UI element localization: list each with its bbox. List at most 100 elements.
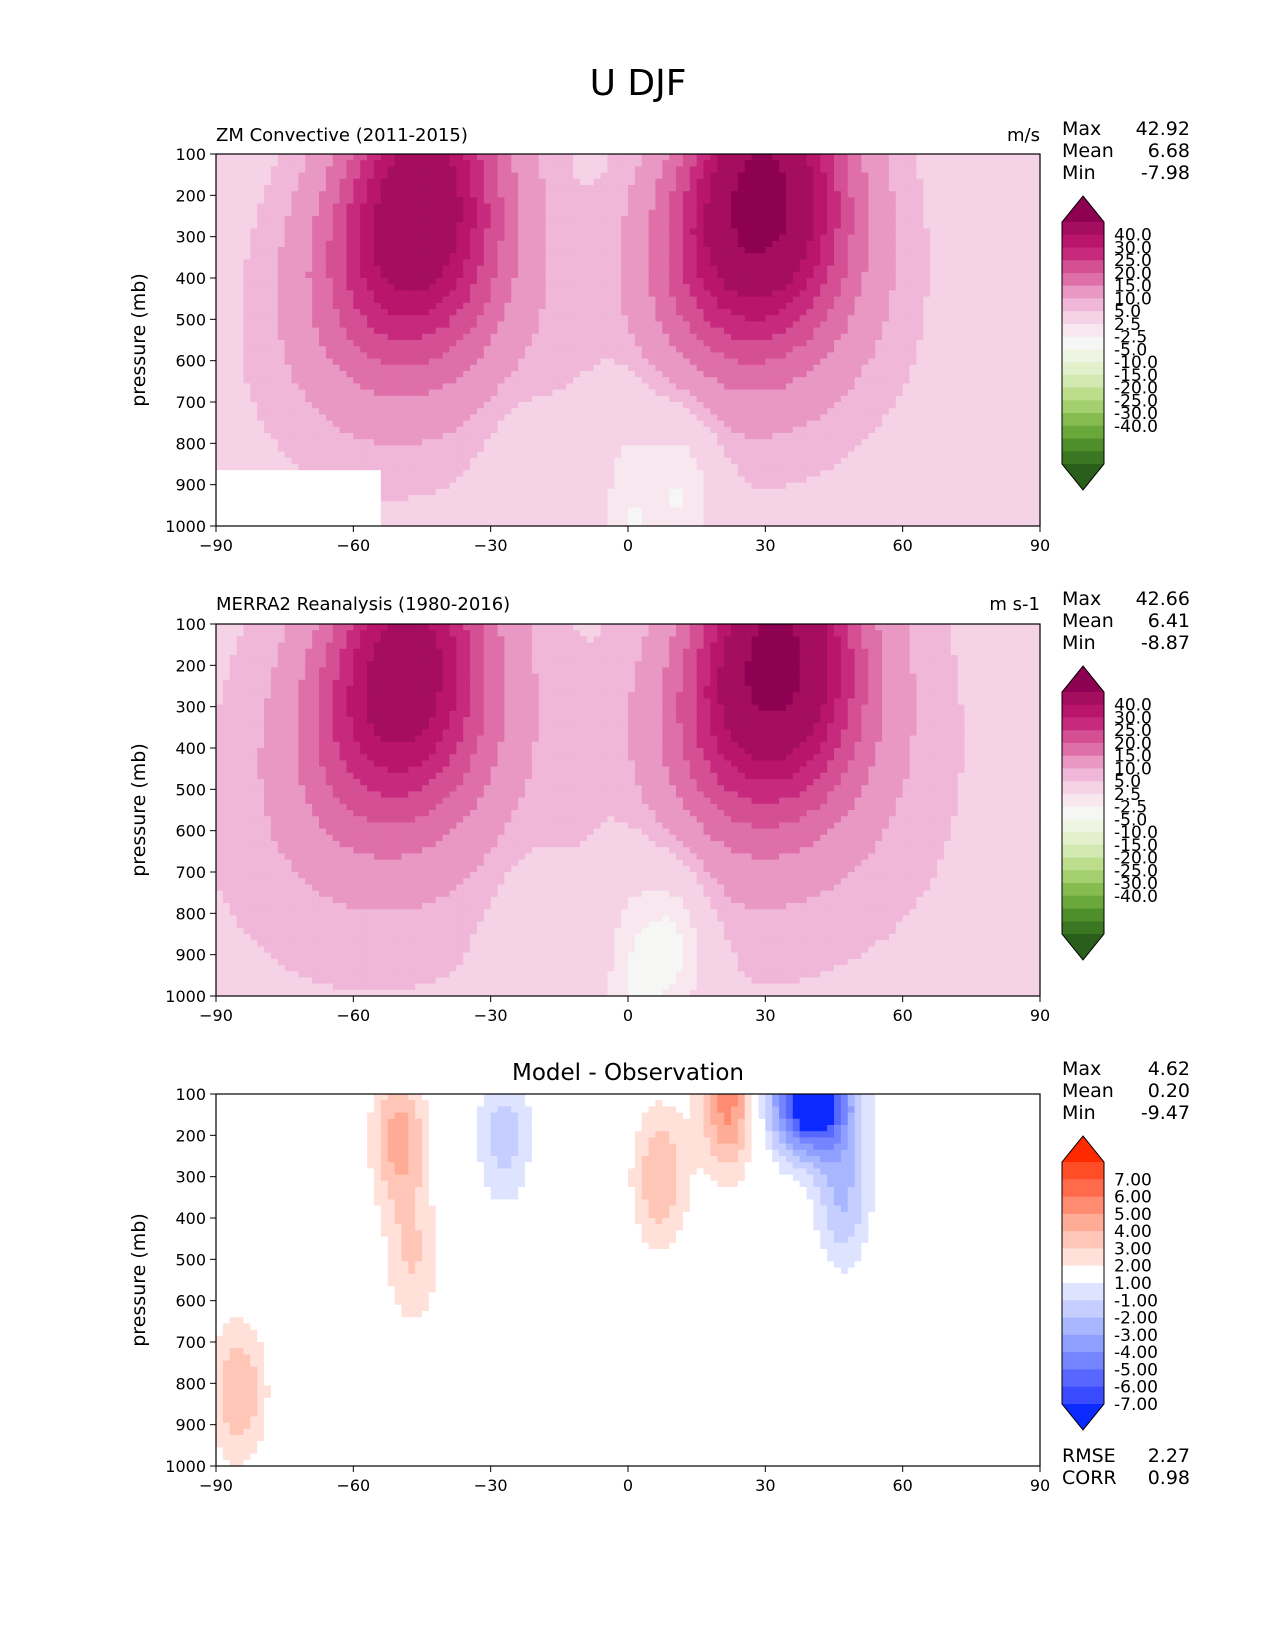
heatmap-cell bbox=[648, 191, 657, 198]
heatmap-cell bbox=[628, 172, 636, 180]
heatmap-cell bbox=[593, 389, 602, 397]
heatmap-cell bbox=[367, 265, 375, 273]
heatmap-cell bbox=[895, 240, 904, 248]
heatmap-cell bbox=[1012, 284, 1020, 291]
heatmap-cell bbox=[985, 191, 993, 198]
heatmap-cell bbox=[785, 197, 794, 205]
heatmap-cell bbox=[387, 253, 396, 260]
heatmap-cell bbox=[696, 209, 705, 217]
heatmap-cell bbox=[552, 389, 560, 397]
heatmap-cell bbox=[476, 265, 485, 273]
heatmap-cell bbox=[367, 240, 375, 248]
heatmap-cell bbox=[387, 209, 396, 217]
heatmap-cell bbox=[408, 290, 416, 298]
heatmap-cell bbox=[236, 352, 245, 360]
heatmap-cell bbox=[525, 364, 533, 372]
heatmap-cell bbox=[222, 209, 231, 217]
heatmap-cell bbox=[1005, 296, 1014, 304]
heatmap-cell bbox=[971, 209, 979, 217]
heatmap-cell bbox=[607, 358, 615, 366]
heatmap-cell bbox=[998, 296, 1007, 304]
heatmap-cell bbox=[682, 278, 691, 285]
heatmap-cell bbox=[264, 302, 272, 310]
heatmap-cell bbox=[943, 278, 952, 285]
heatmap-cell bbox=[346, 389, 354, 397]
heatmap-cell bbox=[614, 172, 622, 180]
heatmap-cell bbox=[868, 271, 876, 279]
heatmap-cell bbox=[476, 352, 485, 360]
heatmap-cell bbox=[456, 203, 464, 211]
heatmap-cell bbox=[985, 352, 993, 360]
heatmap-cell bbox=[662, 402, 670, 409]
heatmap-cell bbox=[538, 247, 547, 254]
heatmap-cell bbox=[978, 358, 986, 366]
heatmap-cell bbox=[435, 191, 444, 198]
heatmap-cell bbox=[861, 296, 869, 304]
heatmap-cell bbox=[909, 364, 917, 372]
heatmap-cell bbox=[428, 377, 437, 384]
heatmap-cell bbox=[662, 309, 670, 316]
heatmap-cell bbox=[868, 315, 876, 322]
heatmap-cell bbox=[813, 346, 821, 353]
heatmap-cell bbox=[593, 309, 602, 316]
heatmap-cell bbox=[1026, 191, 1034, 198]
heatmap-cell bbox=[305, 271, 313, 279]
heatmap-cell bbox=[991, 284, 1000, 291]
heatmap-cell bbox=[813, 240, 821, 248]
heatmap-cell bbox=[579, 222, 588, 229]
heatmap-cell bbox=[525, 377, 533, 384]
heatmap-cell bbox=[827, 333, 835, 341]
heatmap-cell bbox=[1005, 327, 1014, 335]
heatmap-cell bbox=[277, 197, 286, 205]
heatmap-cell bbox=[463, 309, 471, 316]
heatmap-cell bbox=[799, 228, 808, 236]
heatmap-cell bbox=[1005, 284, 1014, 291]
heatmap-cell bbox=[985, 371, 993, 378]
heatmap-cell bbox=[744, 160, 753, 167]
heatmap-cell bbox=[284, 185, 293, 192]
heatmap-cell bbox=[662, 408, 670, 415]
heatmap-cell bbox=[332, 166, 341, 174]
heatmap-cell bbox=[525, 222, 533, 229]
heatmap-cell bbox=[648, 178, 657, 186]
heatmap-cell bbox=[888, 160, 897, 167]
heatmap-cell bbox=[552, 309, 560, 316]
heatmap-cell bbox=[319, 209, 327, 217]
heatmap-cell bbox=[401, 259, 409, 267]
heatmap-cell bbox=[937, 160, 945, 167]
heatmap-cell bbox=[854, 377, 863, 384]
heatmap-cell bbox=[991, 358, 1000, 366]
heatmap-cell bbox=[236, 371, 245, 378]
heatmap-cell bbox=[339, 290, 348, 298]
heatmap-cell bbox=[792, 352, 801, 360]
heatmap-cell bbox=[442, 364, 451, 372]
heatmap-cell bbox=[586, 271, 595, 279]
heatmap-cell bbox=[875, 253, 883, 260]
heatmap-cell bbox=[264, 333, 272, 341]
heatmap-cell bbox=[284, 209, 293, 217]
heatmap-cell bbox=[380, 222, 389, 229]
heatmap-cell bbox=[497, 172, 505, 180]
heatmap-cell bbox=[607, 290, 615, 298]
heatmap-cell bbox=[250, 160, 258, 167]
heatmap-cell bbox=[552, 271, 560, 279]
heatmap-cell bbox=[840, 216, 849, 223]
heatmap-cell bbox=[291, 222, 299, 229]
heatmap-cell bbox=[985, 234, 993, 242]
heatmap-cell bbox=[834, 389, 842, 397]
heatmap-cell bbox=[717, 340, 725, 347]
heatmap-cell bbox=[682, 327, 691, 335]
heatmap-cell bbox=[902, 222, 911, 229]
heatmap-cell bbox=[641, 259, 650, 267]
heatmap-cell bbox=[731, 358, 739, 366]
heatmap-cell bbox=[827, 290, 835, 298]
heatmap-cell bbox=[545, 358, 554, 366]
heatmap-cell bbox=[291, 278, 299, 285]
heatmap-cell bbox=[216, 160, 224, 167]
heatmap-cell bbox=[621, 377, 629, 384]
heatmap-cell bbox=[531, 333, 540, 341]
heatmap-cell bbox=[847, 333, 856, 341]
heatmap-cell bbox=[284, 346, 293, 353]
heatmap-cell bbox=[614, 402, 622, 409]
heatmap-cell bbox=[998, 377, 1007, 384]
